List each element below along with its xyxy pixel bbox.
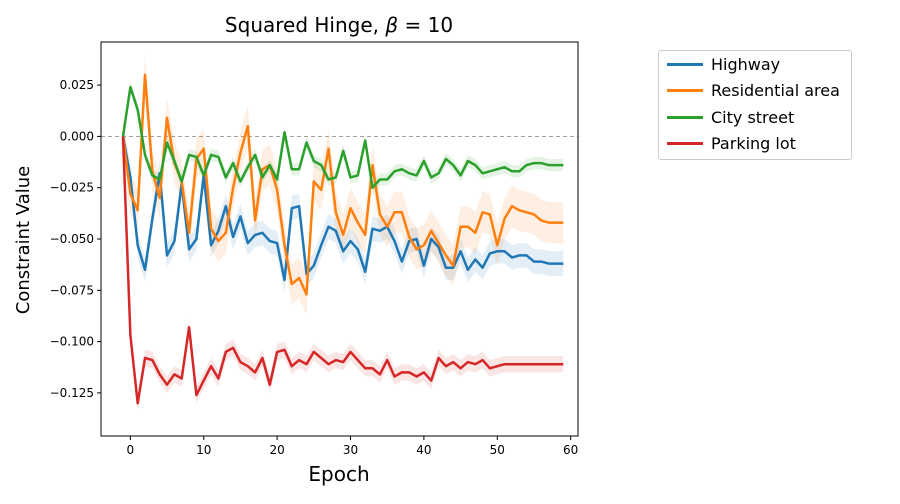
y-tick-label: −0.125 [50,386,94,400]
legend-label-highway: Highway [711,54,781,74]
legend-label-city-street: City street [711,107,795,127]
series-line-parking-lot [121,136,564,405]
x-tick-label: 10 [196,443,211,457]
legend-label-parking-lot: Parking lot [711,133,796,153]
band-city-street [123,81,564,194]
x-tick-label: 0 [127,443,135,457]
chart-title-symbol: β [384,13,398,37]
legend-item-parking-lot: Parking lot [667,133,796,153]
legend: Highway Residential area City street Par… [658,50,852,160]
y-tick-label: −0.025 [50,181,94,195]
y-tick-label: 0.000 [60,129,94,143]
x-tick-label: 30 [343,443,358,457]
y-axis-label: Constraint Value [13,166,34,314]
legend-item-city-street: City street [667,107,794,127]
series-line-highway [121,136,564,282]
x-tick-label: 60 [563,443,578,457]
y-axis-ticks: 0.025 0.000 −0.025 −0.050 −0.075 −0.100 −0.125 [50,78,101,400]
chart-title-suffix: = 10 [398,13,453,37]
legend-item-highway: Highway [667,54,780,74]
band-parking-lot [123,128,564,412]
legend-swatch-city-street [667,115,703,119]
band-highway [123,124,564,293]
y-tick-label: −0.075 [50,283,94,297]
band-residential-area [123,54,564,315]
x-tick-label: 20 [269,443,284,457]
legend-item-residential-area: Residential area [667,80,840,100]
x-axis-ticks: 0 10 20 30 40 50 60 [127,436,578,457]
legend-label-residential-area: Residential area [711,80,840,100]
chart-title-prefix: Squared Hinge, [225,13,385,37]
series-lines [121,73,564,405]
x-axis-label: Epoch [308,462,369,486]
x-tick-label: 40 [416,443,431,457]
y-tick-label: 0.025 [60,78,94,92]
legend-swatch-highway [667,62,703,66]
series-line-city-street [121,85,564,189]
legend-swatch-residential-area [667,88,703,92]
x-tick-label: 50 [490,443,505,457]
y-tick-label: −0.050 [50,232,94,246]
chart-title: Squared Hinge, β = 10 [225,13,453,37]
legend-swatch-parking-lot [667,141,703,145]
y-tick-label: −0.100 [50,335,94,349]
